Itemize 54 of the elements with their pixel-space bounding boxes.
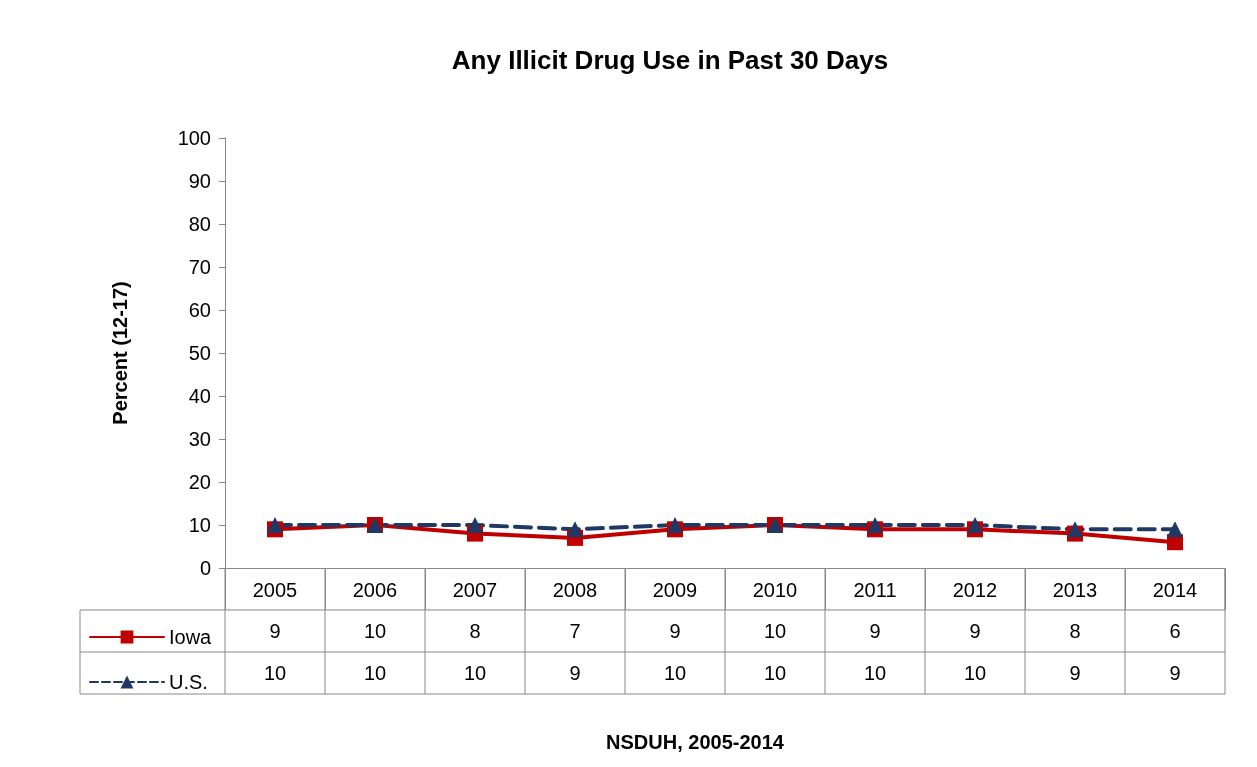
data-label: 9 xyxy=(869,620,881,642)
y-tick-label: 40 xyxy=(188,385,211,407)
data-label: 10 xyxy=(863,662,887,684)
point xyxy=(467,517,483,533)
point xyxy=(567,521,583,538)
x-tick-label: 2012 xyxy=(952,579,998,601)
y-tick-label: 50 xyxy=(188,342,211,364)
legend-label: Iowa xyxy=(169,626,213,648)
x-tick-label: 2005 xyxy=(252,579,298,601)
x-tick-label: 2014 xyxy=(1152,579,1198,601)
x-tick-label: 2008 xyxy=(552,579,598,601)
text: NSDUH, 2005-2014 xyxy=(606,731,785,753)
data-label: 10 xyxy=(763,662,787,684)
x-tick-label: 2013 xyxy=(1052,579,1098,601)
data-label: 8 xyxy=(469,620,481,642)
point xyxy=(667,517,683,533)
data-label: 9 xyxy=(569,662,581,684)
data-label: 9 xyxy=(1169,662,1181,684)
y-tick-label: 70 xyxy=(188,256,211,278)
y-tick-label: 80 xyxy=(188,213,211,235)
y-tick-label: 90 xyxy=(188,170,211,192)
y-tick-label: 0 xyxy=(199,557,211,579)
point xyxy=(267,517,283,533)
data-label: 10 xyxy=(363,620,387,642)
y-axis-title: Percent (12-17) xyxy=(109,281,131,425)
data-label: 10 xyxy=(463,662,487,684)
x-tick-label: 2006 xyxy=(352,579,398,601)
data-label: 9 xyxy=(1069,662,1081,684)
data-label: 10 xyxy=(363,662,387,684)
legend-label: U.S. xyxy=(169,671,208,693)
data-label: 10 xyxy=(763,620,787,642)
data-label: 10 xyxy=(963,662,987,684)
y-tick-label: 30 xyxy=(188,428,211,450)
point xyxy=(967,517,983,533)
data-label: 9 xyxy=(669,620,681,642)
x-tick-label: 2010 xyxy=(752,579,798,601)
data-label: 9 xyxy=(269,620,281,642)
point xyxy=(1067,521,1083,538)
point xyxy=(1167,521,1183,538)
x-tick-label: 2009 xyxy=(652,579,698,601)
data-label: 10 xyxy=(663,662,687,684)
data-label: 9 xyxy=(969,620,981,642)
y-tick-label: 100 xyxy=(177,127,211,149)
y-tick-label: 60 xyxy=(188,299,211,321)
chart-title: Any Illicit Drug Use in Past 30 Days xyxy=(451,45,889,75)
y-tick-label: 10 xyxy=(188,514,211,536)
data-label: 10 xyxy=(263,662,287,684)
y-tick-label: 20 xyxy=(188,471,211,493)
data-label: 7 xyxy=(569,620,581,642)
point xyxy=(867,517,883,533)
data-label: 6 xyxy=(1169,620,1181,642)
x-tick-label: 2007 xyxy=(452,579,498,601)
data-label: 8 xyxy=(1069,620,1081,642)
x-tick-label: 2011 xyxy=(853,579,897,601)
